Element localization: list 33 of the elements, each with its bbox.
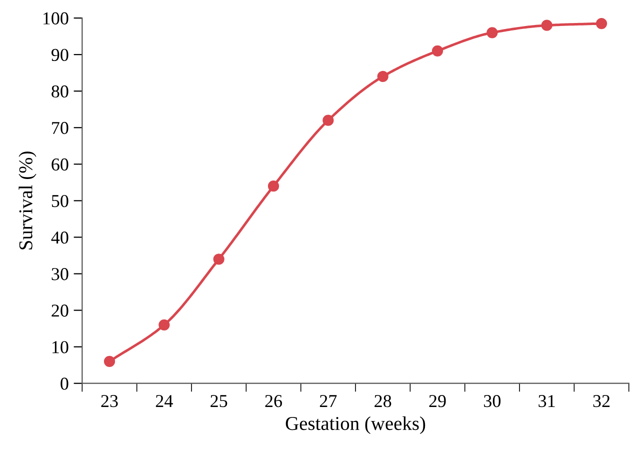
y-tick-label: 40 (51, 231, 68, 244)
x-tick-label: 25 (210, 395, 228, 408)
point (322, 114, 334, 126)
x-tick-label: 27 (320, 395, 337, 407)
x-tick-label: 23 (101, 395, 118, 408)
x-tick-label: 24 (156, 395, 173, 407)
point (213, 254, 224, 265)
y-axis-title: Survival (%) (18, 152, 36, 250)
point (377, 70, 388, 82)
y-tick-label: 0 (60, 378, 68, 390)
y-tick-label: 60 (52, 158, 68, 171)
y-tick-label: 30 (52, 268, 68, 280)
point (158, 319, 170, 330)
x-tick-label: 28 (374, 394, 392, 408)
y-tick-label: 90 (51, 48, 68, 62)
point (596, 18, 608, 30)
x-tick-label: 32 (593, 395, 610, 408)
point (432, 45, 444, 56)
y-tick-label: 100 (43, 12, 68, 24)
y-tick-label: 80 (52, 85, 68, 98)
point (104, 356, 116, 367)
point (486, 27, 498, 38)
y-tick-label: 50 (52, 194, 68, 208)
y-tick-label: 10 (52, 341, 68, 354)
x-tick-label: 31 (538, 395, 555, 408)
x-tick-label: 29 (429, 395, 446, 408)
y-tick-label: 70 (52, 122, 68, 134)
x-tick-label: 26 (265, 395, 282, 408)
y-tick-label: 20 (52, 304, 68, 317)
x-tick-label: 30 (484, 394, 501, 408)
point (541, 20, 552, 31)
point (268, 180, 280, 192)
x-axis-title: Gestation (weeks) (286, 416, 426, 434)
